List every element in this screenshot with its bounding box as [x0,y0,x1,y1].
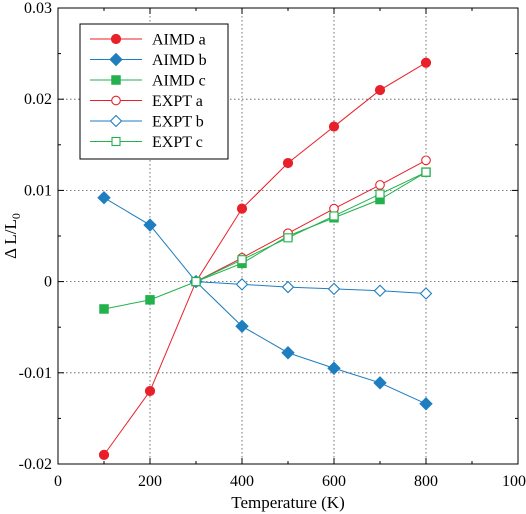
x-tick-label: 400 [230,473,254,490]
data-point [235,278,249,291]
data-point [99,304,109,314]
legend-entry: AIMD a [90,32,206,49]
data-point [281,346,295,360]
y-tick-label: 0.02 [24,91,52,108]
data-point [281,280,295,294]
x-tick-label: 200 [138,473,162,490]
data-point [235,319,249,333]
x-tick-label: 600 [322,473,346,490]
legend-label: AIMD b [152,52,207,69]
data-point [144,385,156,397]
y-axis-label: Δ L/L0 [1,213,23,259]
data-point [419,287,433,300]
series-line [195,159,427,283]
data-point [421,167,431,177]
legend-label: AIMD a [152,32,206,49]
data-point [421,155,431,166]
x-tick-label: 1000 [502,473,526,490]
data-point [98,449,110,460]
y-axis-label-main: Δ L/L [1,219,20,259]
y-tick-label: 0 [44,274,52,291]
data-point [328,121,340,132]
series-expt-c [191,167,431,287]
x-tick-label: 800 [414,473,438,490]
data-point [329,211,339,221]
y-tick-label: -0.02 [19,456,52,473]
series-line [103,171,427,310]
series-line [195,281,427,294]
data-point [374,84,386,96]
legend-label: EXPT b [152,114,204,131]
data-point [420,57,432,68]
legend-label: EXPT c [152,134,203,151]
legend-marker [111,75,121,85]
data-point [327,361,341,375]
legend-entry: EXPT b [90,114,204,131]
data-point [419,397,433,411]
series-aimd-a [98,57,432,460]
legend: AIMD a AIMD b AIMD c EXPT a EXPT b EXPT c [79,23,229,160]
data-point [283,233,293,243]
series-line [103,62,427,456]
legend-marker [109,52,123,67]
data-point [145,295,155,305]
legend-marker [111,136,121,147]
legend-label: EXPT a [152,93,203,110]
data-point [373,376,387,390]
data-point [375,180,385,190]
data-point [237,255,247,265]
legend-box [79,23,229,160]
data-point [97,190,111,205]
data-point [327,282,341,296]
y-axis-label-subscript: 0 [9,213,23,219]
legend-entry: AIMD b [90,52,207,69]
data-point [373,284,387,297]
data-point [143,218,157,232]
series-line [103,197,427,405]
legend-entry: EXPT c [90,134,203,151]
legend-marker [110,33,122,45]
data-point [191,277,201,287]
legend-marker [109,114,123,128]
y-tick-label: 0.01 [24,182,52,199]
series-expt-b [189,275,433,300]
data-point [236,203,248,214]
series-line [195,171,427,283]
data-point [282,157,294,169]
x-tick-label: 0 [54,473,62,490]
y-tick-label: 0.03 [24,0,52,17]
legend-marker [111,95,121,106]
axes: 0 200 400 600 800 1000 -0.02 -0.01 0 0.01 0.02 0.03 [19,0,526,490]
data-point [375,189,385,199]
legend-entry: EXPT a [90,93,203,110]
series-layer [97,57,433,460]
y-tick-label: -0.01 [19,365,52,382]
legend-entry: AIMD c [90,73,206,90]
x-axis-label: Temperature (K) [231,493,345,512]
legend-label: AIMD c [152,73,206,90]
